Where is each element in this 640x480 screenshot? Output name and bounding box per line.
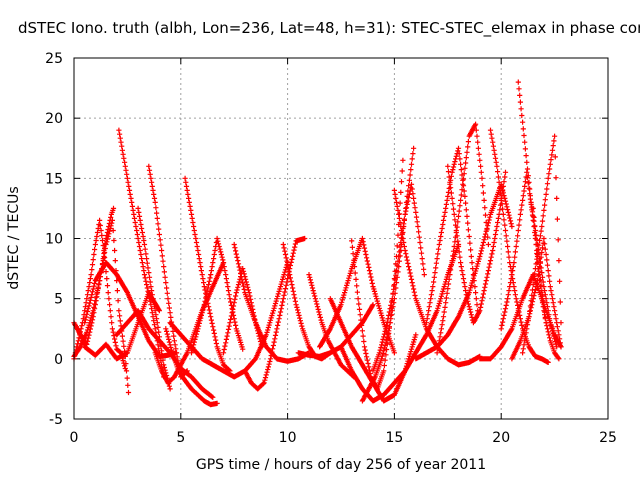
data-series (434, 121, 491, 356)
data-series (135, 205, 173, 392)
data-series (182, 175, 233, 374)
data-point-markers (477, 272, 564, 362)
data-series (163, 326, 220, 408)
data-series (445, 163, 509, 326)
data-point-markers (423, 145, 481, 326)
y-tick-label: 0 (54, 352, 63, 368)
data-series (391, 187, 483, 368)
data-series (306, 272, 357, 380)
x-axis-label: GPS time / hours of day 256 of year 2011 (196, 457, 486, 473)
x-tick-label: 25 (599, 430, 617, 446)
data-point-markers (242, 235, 308, 392)
data-point-markers (71, 205, 117, 347)
data-series (413, 181, 515, 362)
data-point-markers (163, 326, 220, 408)
y-tick-label: -5 (49, 412, 63, 428)
data-point-markers (445, 163, 509, 326)
data-point-markers (306, 272, 357, 380)
data-series (280, 241, 333, 362)
data-series (71, 217, 132, 396)
data-series (487, 127, 551, 365)
data-point-markers (116, 127, 167, 380)
data-point-markers (391, 187, 483, 368)
chart-title: dSTEC Iono. truth (albh, Lon=236, Lat=48… (18, 19, 640, 38)
y-axis-label: dSTEC / TECUs (6, 186, 22, 289)
x-tick-label: 15 (385, 430, 403, 446)
x-tick-label: 20 (492, 430, 510, 446)
data-series (116, 127, 167, 380)
x-tick-label: 10 (279, 430, 297, 446)
y-tick-label: 10 (45, 232, 63, 248)
y-tick-label: 5 (54, 292, 63, 308)
data-series (370, 181, 427, 374)
data-series (349, 157, 406, 392)
data-point-markers (231, 241, 312, 364)
data-series (242, 235, 308, 392)
data-point-markers (135, 205, 173, 392)
data-point-markers (182, 175, 233, 374)
data-point-markers (370, 181, 427, 374)
grid (74, 58, 608, 419)
x-tick-label: 0 (70, 430, 79, 446)
x-tick-label: 5 (176, 430, 185, 446)
data-points (71, 79, 564, 408)
data-point-markers (509, 235, 564, 362)
y-tick-label: 15 (45, 171, 63, 187)
data-series (231, 241, 312, 364)
data-series (477, 272, 564, 362)
data-point-markers (349, 157, 406, 392)
data-point-markers (434, 121, 491, 356)
data-series (423, 145, 481, 326)
data-series (509, 235, 564, 362)
y-tick-label: 20 (45, 111, 63, 127)
data-point-markers (280, 241, 333, 362)
plot-frame (73, 57, 609, 420)
data-point-markers (487, 127, 551, 365)
y-tick-label: 25 (45, 51, 63, 67)
data-series (71, 205, 117, 347)
tick-labels: 0 5 10 15 20 25 -5 0 5 10 15 20 25 (45, 51, 617, 446)
data-point-markers (413, 181, 515, 362)
data-point-markers (71, 217, 132, 396)
